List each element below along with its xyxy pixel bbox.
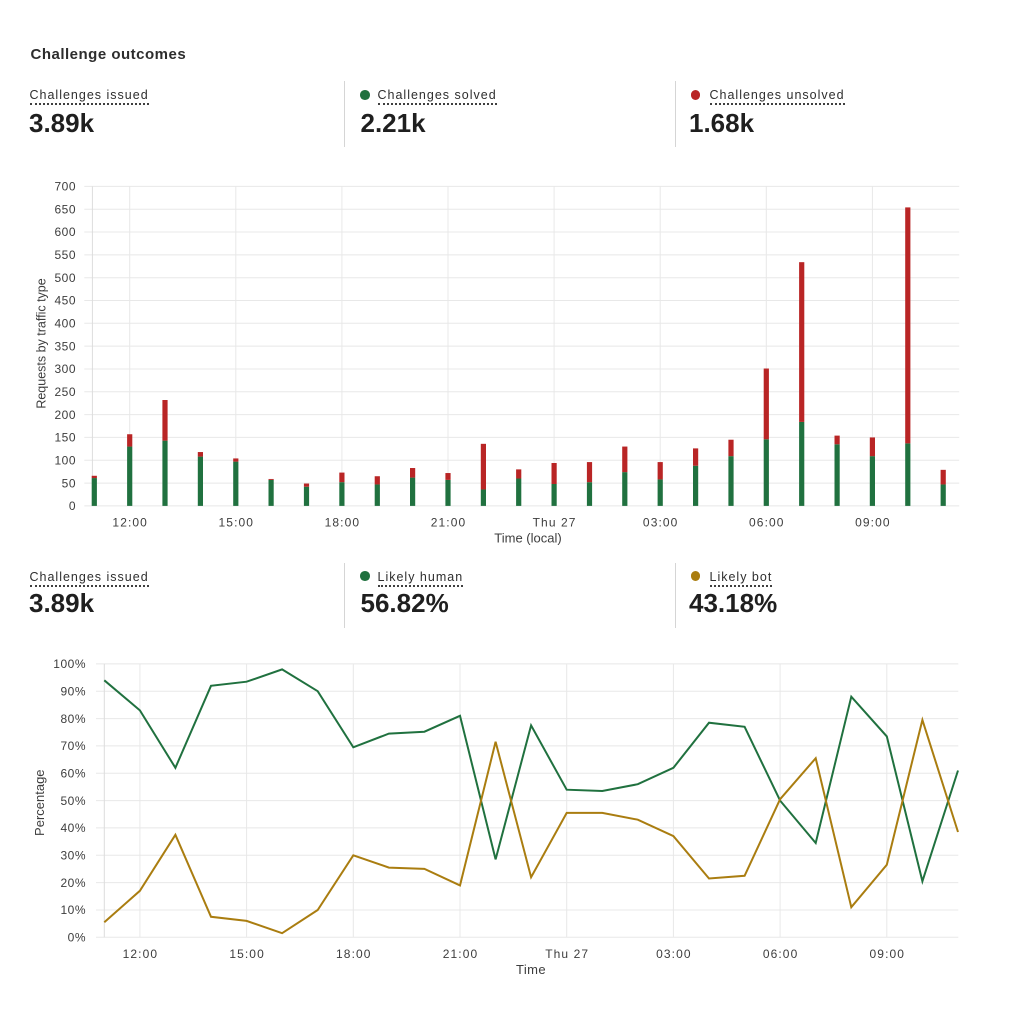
svg-text:350: 350 [54, 339, 76, 353]
svg-text:80%: 80% [60, 712, 86, 726]
svg-text:Requests by traffic type: Requests by traffic type [35, 278, 49, 408]
svg-text:550: 550 [54, 248, 76, 262]
svg-text:10%: 10% [60, 903, 86, 917]
svg-text:06:00: 06:00 [763, 947, 799, 961]
svg-text:09:00: 09:00 [855, 515, 891, 529]
svg-text:15:00: 15:00 [219, 515, 255, 529]
svg-text:15:00: 15:00 [229, 947, 265, 961]
svg-text:100%: 100% [53, 657, 86, 671]
svg-text:Percentage: Percentage [32, 769, 47, 836]
svg-text:21:00: 21:00 [431, 515, 467, 529]
svg-text:12:00: 12:00 [123, 947, 159, 961]
svg-text:450: 450 [54, 294, 76, 308]
svg-text:400: 400 [54, 317, 76, 331]
svg-text:600: 600 [54, 225, 76, 239]
svg-text:03:00: 03:00 [656, 947, 692, 961]
svg-text:12:00: 12:00 [112, 515, 148, 529]
svg-text:0: 0 [69, 499, 76, 513]
svg-text:21:00: 21:00 [443, 947, 479, 961]
svg-text:09:00: 09:00 [870, 947, 906, 961]
svg-text:18:00: 18:00 [336, 947, 372, 961]
svg-text:500: 500 [54, 271, 76, 285]
svg-text:Thu 27: Thu 27 [533, 515, 577, 529]
svg-text:Thu 27: Thu 27 [545, 947, 589, 961]
svg-text:700: 700 [54, 180, 76, 194]
svg-text:20%: 20% [60, 876, 86, 890]
svg-text:300: 300 [54, 362, 76, 376]
svg-text:650: 650 [54, 202, 76, 216]
svg-text:250: 250 [54, 385, 76, 399]
svg-text:Time: Time [516, 962, 546, 977]
svg-text:18:00: 18:00 [325, 515, 361, 529]
svg-text:70%: 70% [60, 739, 86, 753]
svg-text:06:00: 06:00 [749, 515, 785, 529]
svg-text:Time (local): Time (local) [494, 531, 561, 546]
svg-text:150: 150 [54, 431, 76, 445]
svg-text:0%: 0% [68, 931, 86, 945]
svg-text:100: 100 [54, 454, 76, 468]
svg-text:30%: 30% [60, 849, 86, 863]
svg-text:50: 50 [62, 476, 76, 490]
svg-text:60%: 60% [60, 767, 86, 781]
svg-text:40%: 40% [60, 821, 86, 835]
svg-text:03:00: 03:00 [643, 515, 679, 529]
svg-text:90%: 90% [60, 684, 86, 698]
svg-text:50%: 50% [60, 794, 86, 808]
svg-text:200: 200 [54, 408, 76, 422]
